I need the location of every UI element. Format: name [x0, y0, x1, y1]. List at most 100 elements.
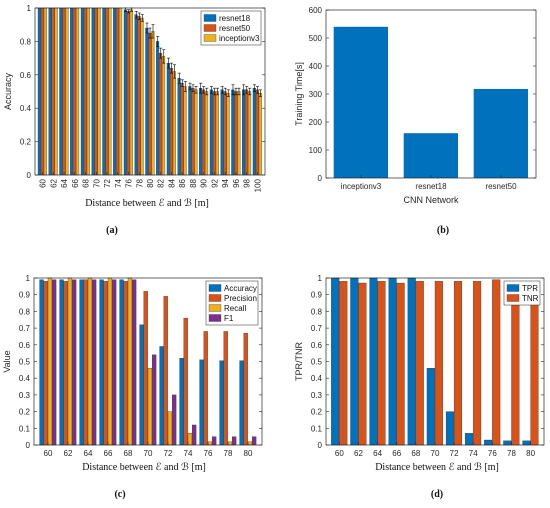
panel-a-ytick-label: 1: [27, 4, 32, 13]
panel-a-bar: [188, 86, 192, 176]
panel-c-bar: [67, 277, 73, 446]
panel-d-xtick-label: 68: [411, 449, 420, 458]
panel-a-ytick-label: 0.4: [20, 104, 32, 113]
panel-a-bar: [40, 7, 44, 176]
panel-d-bar: [415, 281, 424, 446]
panel-a-xtick-label: 68: [82, 178, 91, 187]
panel-a-ytick-label: 0: [27, 171, 32, 180]
panel-b-ylabel: Training Time[s]: [294, 62, 304, 126]
panel-c-bar: [87, 277, 93, 446]
panel-a-bar: [59, 7, 63, 176]
panel-a-xtick-label: 78: [135, 178, 144, 187]
panel-a-xtick-label: 70: [92, 178, 101, 187]
panel-c-legend-swatch: [208, 294, 222, 302]
panel-a-bar: [73, 7, 77, 176]
panel-a-bar: [237, 91, 241, 176]
panel-a-bar: [126, 11, 130, 176]
panel-d-bar: [369, 277, 378, 446]
panel-c-bar: [123, 281, 128, 446]
panel-d-ytick-label: 1: [318, 274, 323, 283]
panel-b-plot-area: 0 100 200 300 400 500 600 inceptionv3 resnet18 re…: [294, 6, 537, 205]
panel-c-legend-swatch: [208, 304, 222, 312]
panel-c-xtick-label: 80: [244, 449, 253, 458]
panel-c-bar: [119, 279, 124, 446]
panel-d-ytick-label: 0.3: [311, 391, 323, 400]
panel-a-bar: [134, 14, 138, 176]
panel-a-bar: [166, 62, 170, 176]
panel-c-ytick-label: 1: [26, 274, 31, 283]
panel-a-legend-swatch: [203, 14, 217, 22]
panel-c-bar: [203, 331, 208, 446]
panel-d-ylabel: TPR/TNR: [294, 342, 304, 381]
panel-a-xtick-label: 96: [232, 178, 241, 187]
panel-a-xtick-label: 74: [114, 178, 123, 187]
panel-a-bar: [37, 7, 41, 176]
panel-a-ytick-label: 0.2: [20, 138, 32, 147]
panel-a-bar: [62, 7, 66, 176]
panel-d-bar: [445, 411, 454, 446]
panel-c-legend-label: Recall: [224, 304, 246, 313]
panel-c-bar: [183, 317, 188, 446]
panel-b-ytick-label: 100: [309, 146, 323, 155]
panel-a-bar: [202, 89, 206, 176]
panel-c-xtick-label: 74: [184, 449, 193, 458]
panel-d-xtick-label: 60: [335, 449, 344, 458]
panel-a-bar: [108, 7, 112, 176]
panel-c-bar: [239, 360, 244, 446]
panel-a-bar: [212, 91, 216, 176]
panel-a-xtick-label: 66: [71, 178, 80, 187]
panel-c-bar: [227, 441, 233, 446]
panel-c-legend-swatch: [208, 284, 222, 292]
panel-c-bar: [83, 279, 88, 446]
panel-c-bar: [243, 332, 248, 446]
panel-b-ytick-label: 200: [309, 118, 323, 127]
panel-c-bar: [219, 360, 224, 446]
panel-a-xtick-label: 86: [178, 178, 187, 187]
panel-d-xtick-label: 64: [373, 449, 382, 458]
panel-a-legend-label: inceptionv3: [219, 34, 260, 43]
panel-c-bar: [192, 424, 197, 446]
panel-c-xtick-label: 68: [124, 449, 133, 458]
panel-c-ytick-label: 0.4: [19, 374, 31, 383]
panel-c-legend-label: Precision: [224, 294, 257, 303]
panel-d-bar: [511, 281, 520, 446]
panel-d-ytick-label: 0.9: [311, 291, 323, 300]
panel-c-chart: 0 0.1 0.2 0.3 0.4 0.5 0.6 0.7 0.8 0.9 1 60 62 64 66 68 7…: [2, 274, 263, 500]
panel-b-xtick-label: resnet18: [415, 182, 447, 191]
panel-a-plot-area: 0 0.2 0.4 0.6 0.8 1 60 62 64 66 68 70 72 74 76 78 80 82 84…: [3, 4, 266, 192]
panel-d-legend-label: TPR: [522, 284, 538, 293]
panel-a-bar: [91, 7, 95, 176]
panel-d-bar: [331, 277, 340, 446]
panel-d-bar: [522, 440, 531, 446]
panel-c-ytick-label: 0.1: [19, 424, 31, 433]
panel-d-ytick-label: 0.4: [311, 374, 323, 383]
panel-c-bar: [72, 279, 77, 446]
panel-c-xtick-label: 78: [224, 449, 233, 458]
panel-d-ytick-label: 0.1: [311, 424, 323, 433]
panel-d-xlabel: Distance between ℰ and ℬ [m]: [375, 462, 499, 473]
panel-c-bar: [132, 279, 137, 446]
panel-c-bar: [172, 394, 177, 446]
panel-a-bar: [220, 89, 224, 176]
panel-a-caption: (a): [106, 225, 118, 236]
panel-d-bar: [426, 368, 435, 446]
panel-c-bar: [59, 279, 64, 446]
panel-a-bar: [148, 32, 152, 176]
panel-a-bar: [86, 7, 90, 176]
panel-c-bar: [92, 279, 97, 446]
panel-a-bar: [105, 7, 109, 176]
panel-a-bar: [172, 71, 176, 176]
panel-b-xtick-label: resnet50: [485, 182, 517, 191]
panel-c-bar: [52, 279, 57, 446]
panel-c-bar: [247, 441, 253, 446]
panel-a-bar: [252, 88, 256, 176]
panel-a-xlabel: Distance between ℰ and ℬ [m]: [85, 198, 209, 209]
panel-c-ylabel: Value: [2, 350, 12, 372]
panel-d-bar: [503, 440, 512, 446]
panel-c-ytick-label: 0: [26, 441, 31, 450]
panel-a-bar: [48, 7, 52, 176]
panel-c-bar: [252, 436, 257, 446]
panel-d-ytick-label: 0.2: [311, 408, 323, 417]
panel-d-bar: [388, 277, 397, 446]
